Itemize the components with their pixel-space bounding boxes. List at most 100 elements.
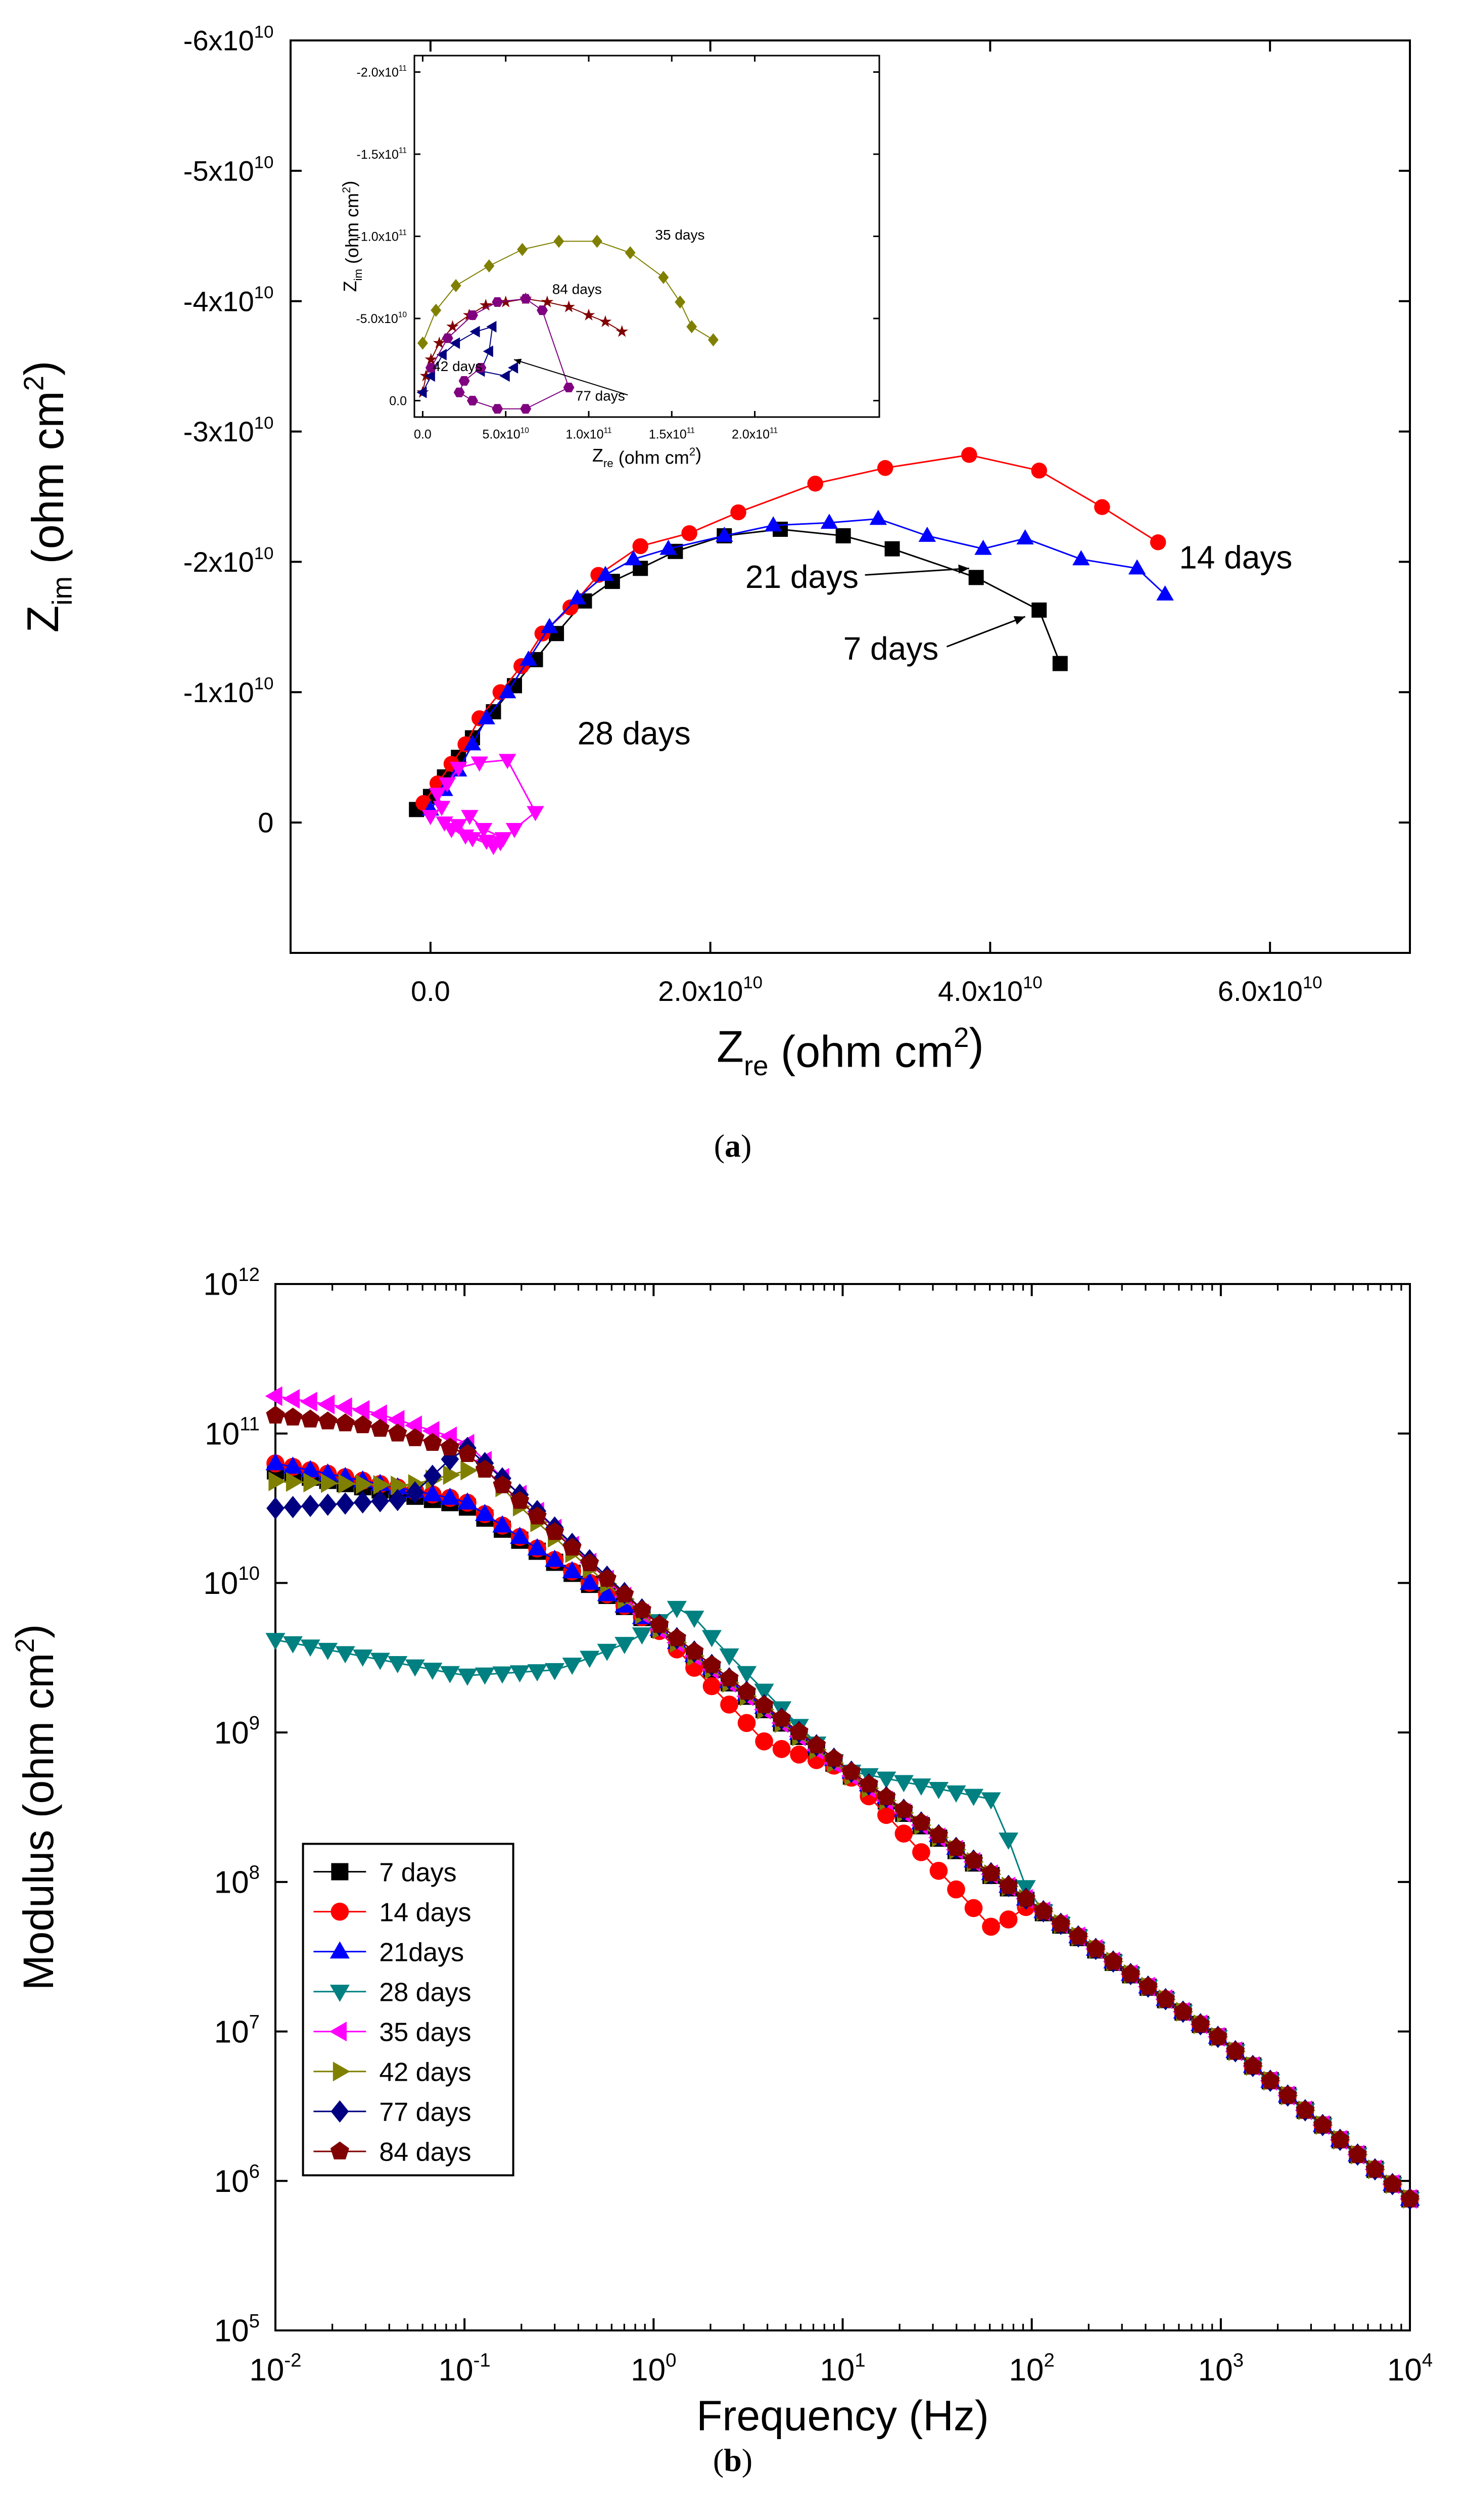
data-point [458,376,470,386]
data-point [510,1491,530,1509]
legend-item: 42 days [313,2057,471,2087]
x-axis-label: Zre (ohm cm2) [717,1019,984,1081]
data-point [509,1527,530,1544]
data-point [701,1630,722,1647]
data-point [286,1472,303,1492]
data-point [461,810,479,826]
data-point [318,1642,338,1660]
data-point [562,1658,582,1675]
legend-marker [330,2141,349,2160]
data-point [929,1825,949,1844]
data-point [484,259,495,272]
data-point [460,1460,478,1481]
x-tick-label: 10-2 [249,2349,301,2388]
data-point [1226,2041,1245,2059]
data-point [824,1749,843,1767]
data-point [440,1487,460,1505]
data-point [457,1668,478,1686]
data-point [545,1522,564,1540]
data-point [336,1492,355,1515]
data-point [282,1636,303,1654]
data-point [475,362,487,373]
data-point [755,1732,773,1751]
data-point [370,1418,390,1437]
data-point [1191,2014,1210,2033]
y-tick-label: -5.0x1010 [356,311,407,326]
data-point [266,1497,285,1520]
data-point [478,709,495,724]
data-point [719,1648,739,1666]
y-tick-label: -2.0x1011 [357,64,407,79]
data-point [492,297,503,307]
data-point [911,1778,931,1796]
data-point [317,1394,335,1414]
data-point [456,829,475,845]
data-point [790,1745,809,1764]
legend-item: 14 days [313,1898,471,1927]
data-point [876,1771,896,1789]
data-point [961,447,977,463]
y-axis-label: Zim (ohm cm2) [15,361,77,633]
data-point [265,1386,282,1406]
data-point [457,1492,478,1510]
data-point [599,315,612,328]
y-tick-label: 106 [214,2161,260,2199]
data-point [835,528,851,543]
data-point [283,1496,302,1519]
annotation: 77 days [576,388,625,404]
data-point [1313,2115,1332,2133]
data-point [1156,1989,1175,2007]
data-point [569,589,586,605]
data-point [591,235,602,248]
data-point [440,1666,460,1683]
x-tick-label: 104 [1387,2349,1433,2388]
legend-marker [329,2022,347,2042]
caption-b-letter: b [724,2442,742,2478]
data-point [1051,1914,1070,1932]
data-point [736,1666,757,1683]
data-point [1331,2130,1350,2148]
data-point [433,801,451,816]
data-point [494,832,512,848]
annotation: 84 days [552,281,602,297]
legend-marker [330,1902,349,1921]
y-tick-label: 108 [214,1862,260,1900]
legend-label: 14 days [379,1898,471,1927]
y-tick-label: 105 [214,2310,260,2349]
data-point [300,1460,320,1478]
data-point [265,1633,286,1651]
data-point [974,539,992,555]
data-point [737,1682,757,1700]
data-point [789,1722,809,1740]
data-point [422,1484,443,1501]
data-point [999,1832,1019,1850]
x-tick-label: 6.0x1010 [1218,973,1322,1007]
x-tick-label: 101 [820,2349,865,2388]
data-point [981,1792,1001,1810]
y-tick-label: -5x1010 [183,153,274,187]
data-point [498,683,516,699]
data-point [632,1627,652,1645]
data-point [1034,1901,1053,1919]
data-point [675,295,686,309]
legend-marker [329,1941,350,1959]
data-point [421,810,440,826]
data-point [1094,499,1110,515]
data-point [438,777,456,793]
legend-item: 21days [313,1938,464,1967]
y-tick-label: -1.5x1011 [357,147,407,162]
data-point [772,1708,791,1727]
legend-item: 84 days [313,2138,471,2167]
data-point [369,1404,387,1425]
legend-label: 77 days [379,2098,471,2127]
data-point [928,1782,949,1800]
data-point [615,1637,635,1655]
data-point [720,1668,739,1686]
plot-frame [413,55,880,418]
data-point [450,761,467,777]
data-point [685,1641,704,1660]
data-point [1348,2144,1367,2163]
data-point [470,756,489,772]
x-tick-label: 100 [631,2349,676,2388]
y-tick-label: -6x1010 [183,22,274,56]
